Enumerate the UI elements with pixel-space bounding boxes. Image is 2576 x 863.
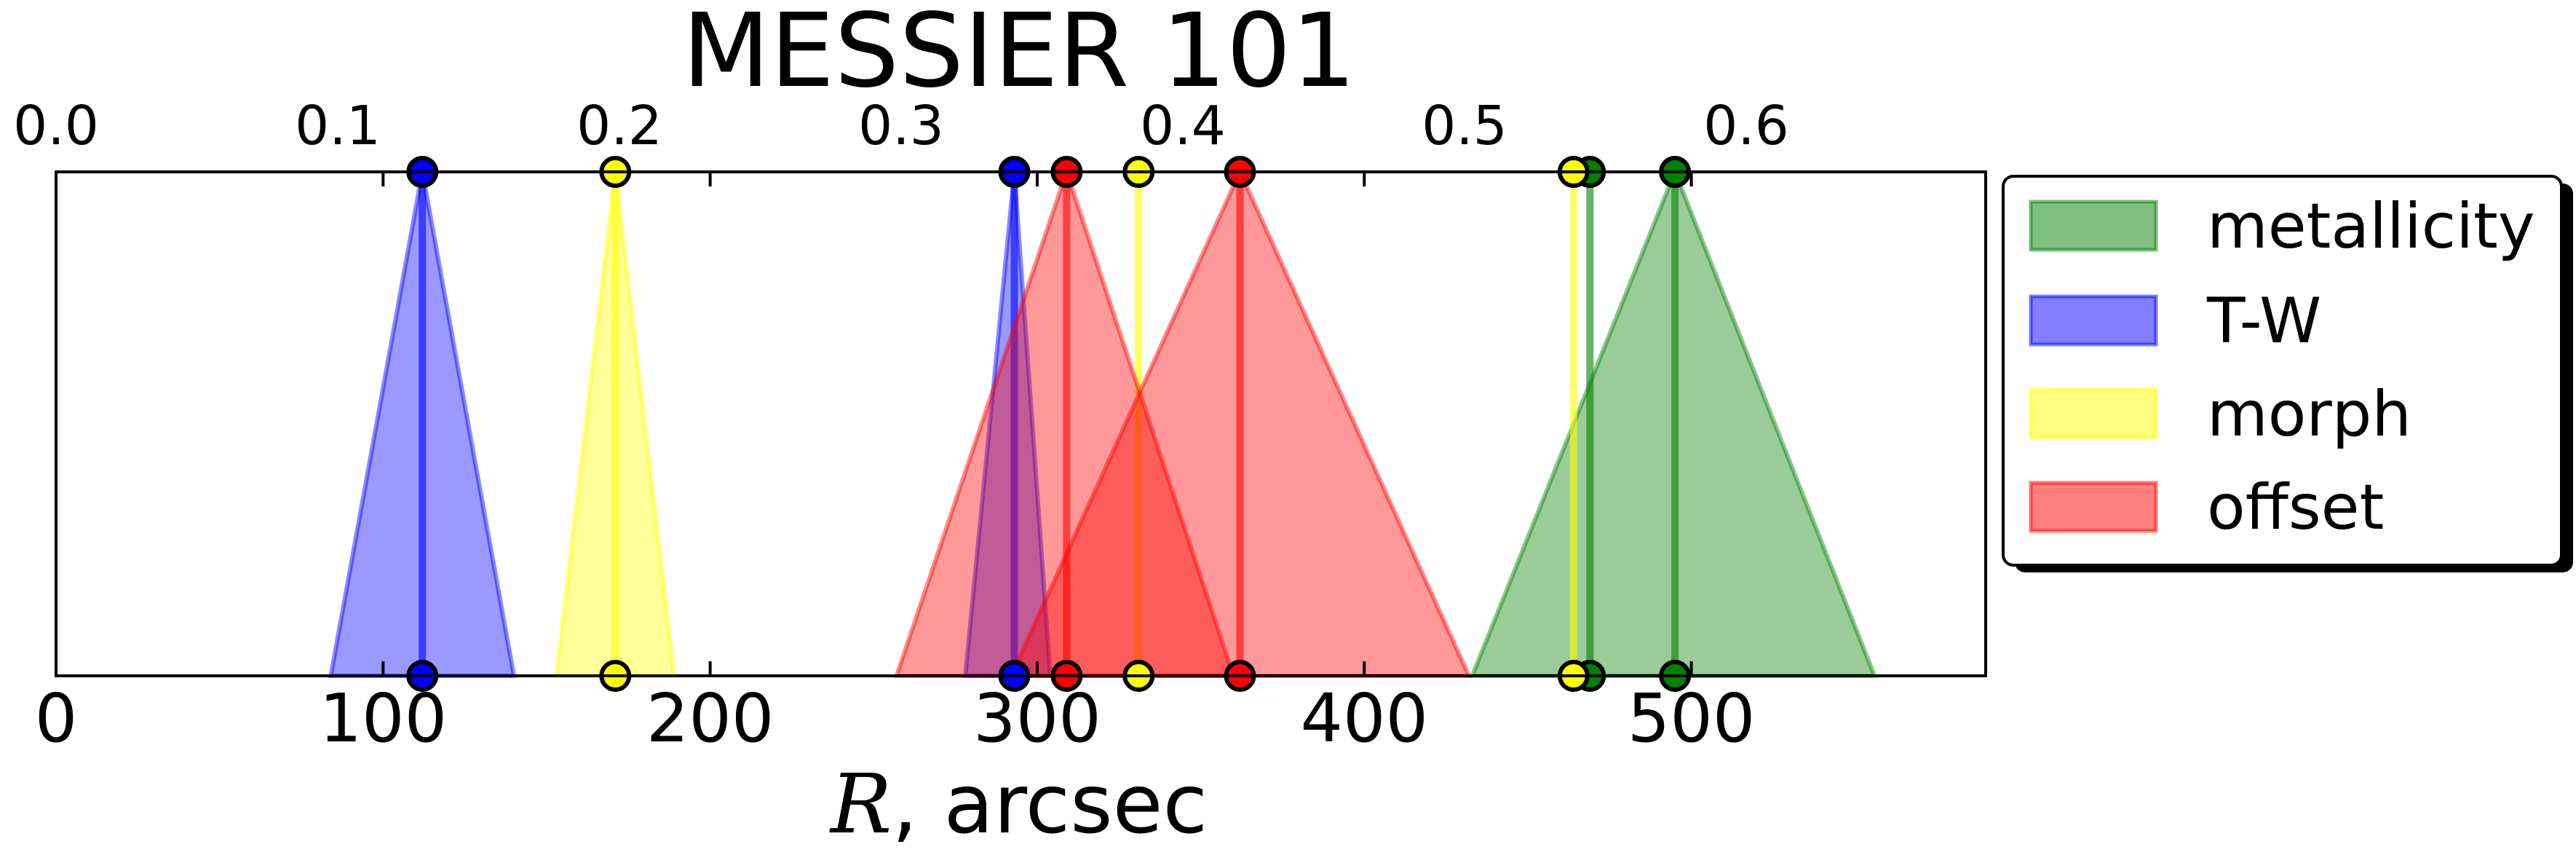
x-bottom-tick-label: 200 <box>646 679 774 757</box>
x-top-tick-label: 0.4 <box>1140 95 1226 157</box>
legend-swatch <box>2029 294 2158 347</box>
legend-box <box>2002 175 2563 567</box>
x-top-tick-label: 0.2 <box>576 95 662 157</box>
x-top-tick-label: 0.6 <box>1703 95 1789 157</box>
legend-swatch <box>2029 481 2158 533</box>
legend: metallicity T-W morph offset <box>2002 175 2573 572</box>
x-bottom-tick-label: 300 <box>973 679 1101 757</box>
x-axis-label-symbol: R <box>829 757 892 852</box>
chart-title: MESSIER 101 <box>682 0 1356 111</box>
legend-label: morph <box>2207 378 2411 451</box>
series-layer <box>328 156 1878 692</box>
x-bottom-tick-label: 400 <box>1300 679 1428 757</box>
legend-label: metallicity <box>2207 190 2535 263</box>
x-top-tick-label: 0.1 <box>295 95 381 157</box>
x-axis-top: 0.0 0.1 0.2 0.3 0.4 0.5 0.6 <box>13 95 1789 157</box>
legend-swatch <box>2029 200 2158 252</box>
x-axis-label: R, arcsec <box>829 757 1208 852</box>
legend-label: T-W <box>2206 285 2321 358</box>
legend-items: metallicity T-W morph offset <box>2029 190 2535 544</box>
x-axis-label-unit: , arcsec <box>892 757 1208 852</box>
legend-swatch <box>2029 387 2158 440</box>
x-bottom-tick-label: 0 <box>35 679 78 757</box>
x-bottom-tick-label: 100 <box>320 679 448 757</box>
legend-label: offset <box>2207 471 2384 544</box>
x-bottom-tick-label: 500 <box>1628 679 1756 757</box>
x-axis-bottom: 0 100 200 300 400 500 <box>35 172 1756 757</box>
plot-frame <box>55 170 1987 677</box>
x-top-tick-label: 0.5 <box>1422 95 1507 157</box>
x-top-tick-label: 0.3 <box>858 95 944 157</box>
x-top-tick-label: 0.0 <box>13 95 99 157</box>
